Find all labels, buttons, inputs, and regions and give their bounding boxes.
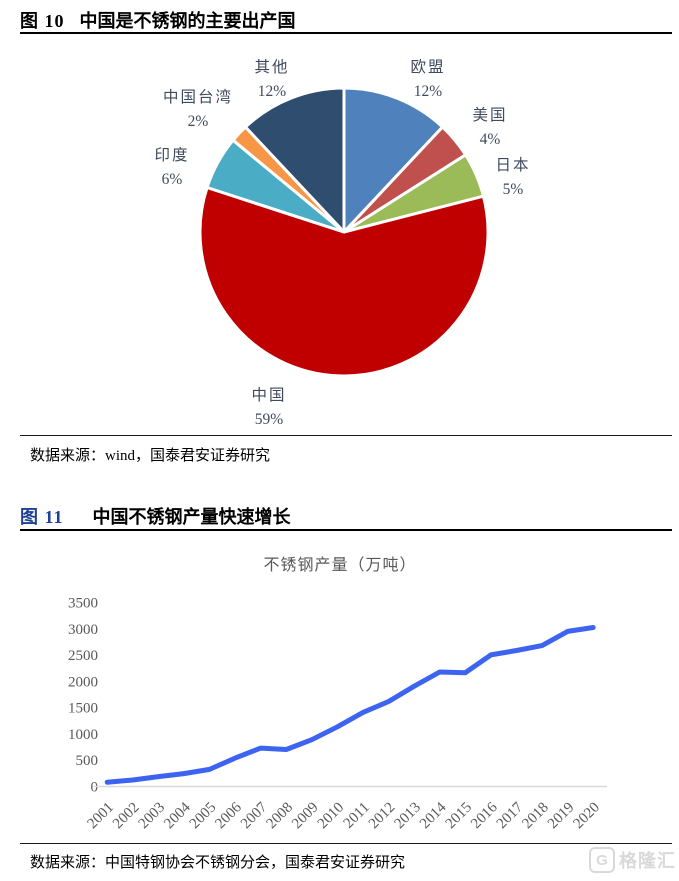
watermark-text: 格隆汇: [619, 851, 676, 871]
x-axis-tick-3: 2004: [161, 799, 194, 832]
y-axis-tick-6: 3000: [68, 622, 98, 638]
pie-slice-0: [342, 86, 445, 234]
fig11-title-rule: [20, 529, 672, 531]
x-axis-tick-4: 2005: [187, 800, 220, 833]
y-axis-tick-0: 0: [91, 780, 99, 796]
x-axis-tick-2: 2003: [136, 800, 169, 833]
x-axis-tick-14: 2015: [443, 800, 476, 833]
x-axis-tick-13: 2014: [417, 799, 450, 832]
fig10-header: 图 10 中国是不锈钢的主要出产国: [20, 7, 296, 33]
fig11-source: 数据来源：中国特钢协会不锈钢分会，国泰君安证券研究: [30, 855, 406, 871]
pie-label-5: 中国台湾 2%: [163, 88, 233, 130]
y-axis-tick-4: 2000: [68, 674, 98, 690]
pie-slice-3: [198, 186, 490, 378]
y-axis-tick-1: 500: [76, 753, 99, 769]
fig10-title: 中国是不锈钢的主要出产国: [79, 11, 296, 31]
x-axis-tick-9: 2010: [315, 800, 348, 833]
watermark: G 格隆汇: [589, 847, 676, 873]
gelonghui-logo-icon: G: [589, 847, 615, 873]
fig11-source-rule: [20, 843, 672, 844]
x-axis-tick-10: 2011: [341, 800, 373, 832]
x-axis-tick-6: 2007: [238, 799, 271, 832]
x-axis-tick-7: 2008: [264, 800, 297, 833]
pie-label-2: 日本 5%: [495, 156, 530, 198]
pie-label-4: 印度 6%: [154, 146, 189, 188]
pie-label-3: 中国 59%: [251, 386, 286, 428]
x-axis-tick-0: 2001: [85, 800, 118, 833]
x-axis-tick-12: 2013: [391, 800, 424, 833]
x-axis-tick-8: 2009: [289, 800, 322, 833]
x-axis-tick-19: 2020: [571, 800, 604, 833]
line-chart-title: 不锈钢产量（万吨）: [263, 556, 416, 574]
y-axis-tick-3: 1500: [68, 701, 98, 717]
y-axis-tick-5: 2500: [68, 648, 98, 664]
x-axis-tick-16: 2017: [494, 799, 527, 832]
y-axis-tick-7: 3500: [68, 596, 98, 612]
fig10-source: 数据来源：wind，国泰君安证券研究: [30, 448, 271, 464]
line-chart: 不锈钢产量（万吨） 0 500 1000 1500 2000 2500 3000 3500 200…: [68, 556, 607, 833]
series-line-不锈钢产量: [104, 625, 596, 785]
y-axis-tick-2: 1000: [68, 727, 98, 743]
x-axis-tick-5: 2006: [212, 799, 245, 832]
pie-chart: 欧盟 12% 美国 4% 日本 5% 中国 59% 印度 6% 中国台湾 2% 其他 12%: [154, 58, 530, 428]
fig10-title-rule: [20, 32, 672, 34]
x-axis-tick-1: 2002: [110, 800, 143, 833]
fig11-header: 图 11 中国不锈钢产量快速增长: [20, 503, 291, 529]
pie-slice-6: [243, 86, 346, 234]
fig11-title: 中国不锈钢产量快速增长: [92, 507, 291, 527]
fig10-source-rule: [20, 435, 672, 436]
pie-label-0: 欧盟 12%: [410, 58, 445, 100]
fig10-number: 图 10: [20, 11, 65, 31]
x-axis-tick-17: 2018: [519, 800, 552, 833]
fig11-number: 图 11: [20, 507, 64, 527]
pie-label-1: 美国 4%: [472, 106, 507, 148]
pie-label-6: 其他 12%: [254, 58, 289, 100]
x-axis-tick-15: 2016: [468, 799, 501, 832]
x-axis-tick-18: 2019: [545, 800, 578, 833]
x-axis-tick-11: 2012: [366, 800, 399, 833]
